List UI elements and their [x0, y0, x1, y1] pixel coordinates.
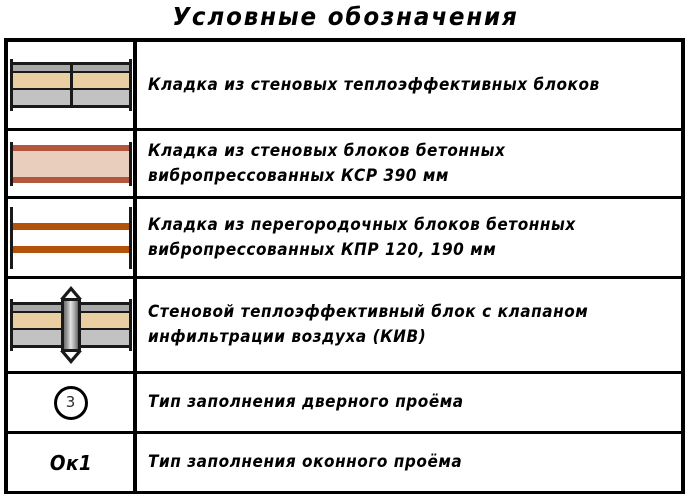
- legend-label-line: Стеновой теплоэффективный блок с клапано…: [148, 302, 589, 322]
- wall-end-cap-right-icon: [128, 299, 132, 351]
- wall-end-cap-right-icon: [128, 206, 132, 269]
- label-cell: Стеновой теплоэффективный блок с клапано…: [137, 279, 681, 371]
- legend-label-line: инфильтрации воздуха (КИВ): [148, 327, 427, 347]
- concrete-vibropressed-wall-block-icon: [9, 141, 132, 186]
- legend-label-line: Кладка из стеновых теплоэффективных блок…: [148, 74, 600, 95]
- partition-bar-bottom-icon: [12, 245, 129, 253]
- table-row: Кладка из стеновых теплоэффективных блок…: [8, 42, 681, 131]
- door-opening-tag-icon: 3: [53, 385, 88, 420]
- symbol-cell-window-opening-tag: Ок1: [8, 434, 137, 491]
- thermo-effective-block-wall-icon: [9, 59, 132, 111]
- symbol-cell-thermo-effective-block-wall: [8, 42, 137, 128]
- partition-bar-top-icon: [12, 222, 129, 230]
- table-row: Кладка из стеновых блоков бетонных вибро…: [8, 131, 681, 199]
- legend-table: Кладка из стеновых теплоэффективных блок…: [4, 38, 685, 494]
- wall-end-cap-left-icon: [9, 206, 13, 269]
- legend-label-line: Кладка из перегородочных блоков бетонных: [148, 214, 576, 235]
- valve-arrow-top-inner-icon: [64, 291, 77, 298]
- window-opening-tag-label: Ок1: [49, 450, 92, 475]
- concrete-vibropressed-partition-block-icon: [9, 206, 132, 269]
- table-row: Стеновой теплоэффективный блок с клапано…: [8, 279, 681, 374]
- label-cell: Кладка из стеновых блоков бетонных вибро…: [137, 131, 681, 196]
- legend-label-line: Тип заполнения дверного проёма: [148, 392, 464, 412]
- wall-end-cap-right-icon: [128, 59, 132, 111]
- page-title: Условные обозначения: [172, 2, 519, 31]
- kiv-valve-icon: [59, 286, 82, 364]
- symbol-cell-thermo-effective-block-with-kiv-valve: [8, 279, 137, 371]
- wall-end-cap-left-icon: [9, 299, 13, 351]
- valve-arrow-bottom-inner-icon: [64, 352, 77, 359]
- symbol-cell-concrete-vibropressed-partition-block: [8, 199, 137, 276]
- label-cell: Тип заполнения оконного проёма: [137, 434, 681, 491]
- legend-label-line: вибропрессованных КСР 390 мм: [148, 165, 449, 186]
- label-cell: Кладка из стеновых теплоэффективных блок…: [137, 42, 681, 128]
- label-cell: Тип заполнения дверного проёма: [137, 374, 681, 431]
- legend-label-line: вибропрессованных КПР 120, 190 мм: [148, 239, 497, 260]
- block-vertical-joint-icon: [69, 65, 73, 105]
- table-row: 3 Тип заполнения дверного проёма: [8, 374, 681, 434]
- wall-end-cap-right-icon: [128, 141, 132, 186]
- valve-tube-icon: [60, 298, 81, 352]
- wall-end-cap-left-icon: [9, 141, 13, 186]
- label-cell: Кладка из перегородочных блоков бетонных…: [137, 199, 681, 276]
- legend-label-line: Кладка из стеновых блоков бетонных: [148, 140, 506, 161]
- legend-label-line: Тип заполнения оконного проёма: [148, 452, 463, 472]
- table-row: Ок1 Тип заполнения оконного проёма: [8, 434, 681, 491]
- symbol-cell-concrete-vibropressed-wall-block: [8, 131, 137, 196]
- symbol-cell-door-opening-tag: 3: [8, 374, 137, 431]
- wall-end-cap-left-icon: [9, 59, 13, 111]
- table-row: Кладка из перегородочных блоков бетонных…: [8, 199, 681, 279]
